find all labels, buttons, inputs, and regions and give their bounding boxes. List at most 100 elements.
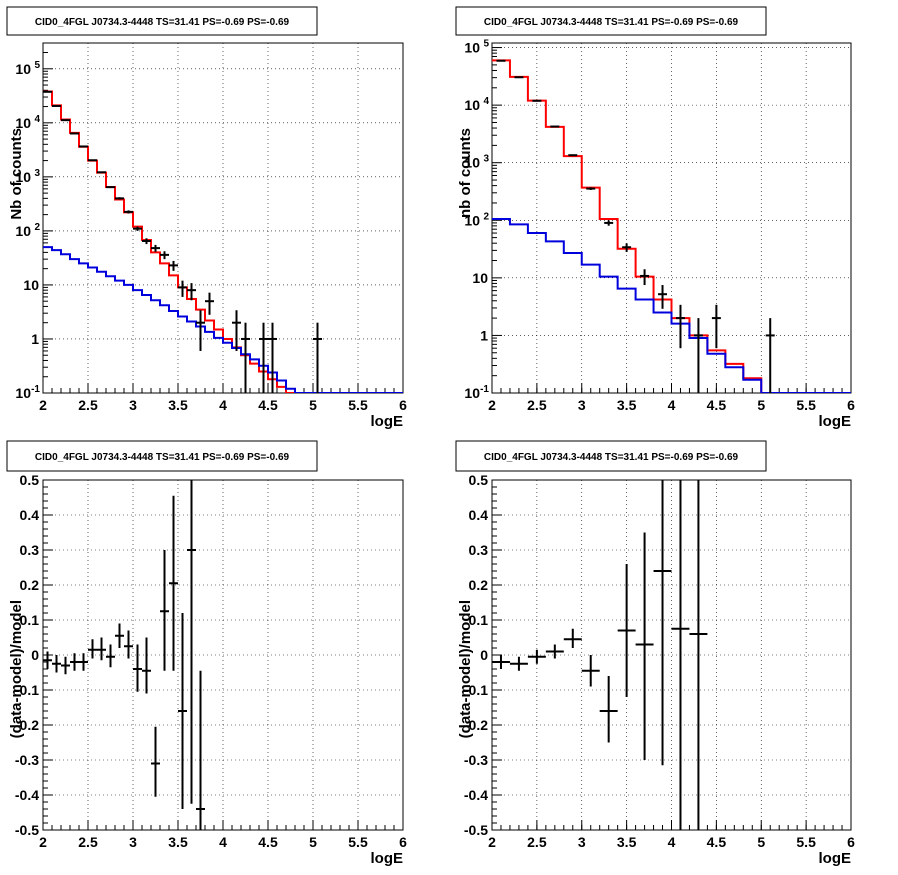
data-point xyxy=(617,564,636,697)
data-point xyxy=(259,322,268,393)
y-tick-label: -0.5 xyxy=(464,822,488,838)
x-tick-label: 6 xyxy=(399,834,407,850)
x-axis-title: logE xyxy=(819,413,852,430)
data-point xyxy=(169,260,178,271)
data-point xyxy=(765,318,775,393)
y-tick-label: 10 xyxy=(464,385,480,401)
x-tick-label: 5.5 xyxy=(348,834,368,850)
y-tick-label: 10 xyxy=(15,169,31,185)
y-tick-exponent: 2 xyxy=(483,211,489,222)
x-tick-label: 2 xyxy=(488,397,496,413)
y-tick-label: 10 xyxy=(15,223,31,239)
x-tick-label: 2.5 xyxy=(78,834,98,850)
x-axis-title: logE xyxy=(371,413,404,430)
plot-data xyxy=(492,480,708,830)
y-axis-title: (data-model)/model xyxy=(457,600,474,738)
y-tick-label: 10 xyxy=(464,155,480,171)
data-point xyxy=(142,637,151,694)
x-tick-label: 3.5 xyxy=(617,397,637,413)
data-point xyxy=(635,532,654,760)
x-tick-label: 5 xyxy=(309,397,317,413)
histogram-line-1 xyxy=(43,90,403,393)
x-tick-label: 4.5 xyxy=(258,397,278,413)
data-point xyxy=(169,495,178,671)
y-tick-label: 0.3 xyxy=(469,542,489,558)
data-point xyxy=(52,655,61,673)
data-point xyxy=(151,244,160,252)
x-tick-label: 4 xyxy=(668,834,676,850)
y-tick-exponent: -1 xyxy=(31,384,40,395)
y-axis-title: (data-model)/model xyxy=(8,600,25,738)
chart-panel-1: CID0_4FGL J0734.3-4448 TS=31.41 PS=-0.69… xyxy=(6,6,407,430)
plot-data xyxy=(43,480,205,830)
data-point xyxy=(115,623,124,648)
x-tick-label: 2 xyxy=(39,397,47,413)
data-point xyxy=(527,649,546,664)
chart-panel-4: CID0_4FGL J0734.3-4448 TS=31.41 PS=-0.69… xyxy=(455,440,855,867)
x-tick-label: 4.5 xyxy=(707,397,727,413)
x-tick-label: 3 xyxy=(129,834,137,850)
data-point xyxy=(313,322,322,393)
x-tick-label: 3 xyxy=(578,834,586,850)
data-point xyxy=(640,269,650,286)
plot-data xyxy=(43,90,403,393)
y-tick-label: 0.2 xyxy=(469,577,489,593)
data-point xyxy=(675,304,685,349)
y-tick-label: 10 xyxy=(464,40,480,56)
data-point xyxy=(622,243,632,252)
x-tick-label: 3.5 xyxy=(168,397,188,413)
y-tick-exponent: 5 xyxy=(483,39,489,50)
x-tick-label: 4 xyxy=(219,397,227,413)
y-tick-label: 0.2 xyxy=(20,577,40,593)
y-tick-label: 1 xyxy=(480,327,488,343)
data-point xyxy=(70,132,79,135)
x-tick-label: 5 xyxy=(309,834,317,850)
data-point xyxy=(97,171,106,174)
y-tick-exponent: -1 xyxy=(480,384,489,395)
data-point xyxy=(79,145,88,148)
chart-title: CID0_4FGL J0734.3-4448 TS=31.41 PS=-0.69… xyxy=(484,452,739,463)
y-tick-label: 10 xyxy=(472,270,488,286)
data-point xyxy=(232,310,241,351)
x-tick-label: 4.5 xyxy=(258,834,278,850)
y-tick-label: -0.4 xyxy=(464,787,488,803)
x-axis-title: logE xyxy=(819,850,852,867)
x-tick-label: 6 xyxy=(399,397,407,413)
y-tick-label: 0.1 xyxy=(20,612,40,628)
x-tick-label: 2 xyxy=(488,834,496,850)
chart-title: CID0_4FGL J0734.3-4448 TS=31.41 PS=-0.69… xyxy=(484,17,739,28)
x-tick-label: 2 xyxy=(39,834,47,850)
x-tick-label: 2.5 xyxy=(527,397,547,413)
y-tick-label: 0 xyxy=(480,647,488,663)
data-point xyxy=(241,322,250,393)
data-point xyxy=(160,550,169,671)
x-tick-label: 4 xyxy=(668,397,676,413)
histogram-line-2 xyxy=(43,246,403,393)
x-tick-label: 5.5 xyxy=(796,397,816,413)
y-tick-label: 0.5 xyxy=(20,472,40,488)
x-axis-title: logE xyxy=(371,850,404,867)
y-tick-label: 0.4 xyxy=(20,507,40,523)
x-tick-label: 2.5 xyxy=(78,397,98,413)
y-tick-label: -0.2 xyxy=(464,717,488,733)
chart-title: CID0_4FGL J0734.3-4448 TS=31.41 PS=-0.69… xyxy=(35,452,290,463)
y-tick-label: 0.4 xyxy=(469,507,489,523)
data-point xyxy=(88,639,97,659)
y-tick-label: 0 xyxy=(31,647,39,663)
x-tick-label: 5 xyxy=(757,397,765,413)
y-tick-label: 0.3 xyxy=(20,542,40,558)
data-point xyxy=(133,226,142,231)
data-point xyxy=(178,613,187,809)
data-point xyxy=(124,210,133,214)
data-point xyxy=(43,651,52,669)
data-point xyxy=(568,154,578,157)
title-box xyxy=(455,6,767,36)
chart-panel-2: CID0_4FGL J0734.3-4448 TS=31.41 PS=-0.69… xyxy=(455,6,855,430)
data-point xyxy=(604,220,614,226)
data-point xyxy=(106,644,115,668)
data-point xyxy=(550,125,560,128)
y-tick-label: 10 xyxy=(15,61,31,77)
y-tick-label: 10 xyxy=(15,385,31,401)
data-point xyxy=(187,283,196,301)
data-point xyxy=(581,655,600,687)
